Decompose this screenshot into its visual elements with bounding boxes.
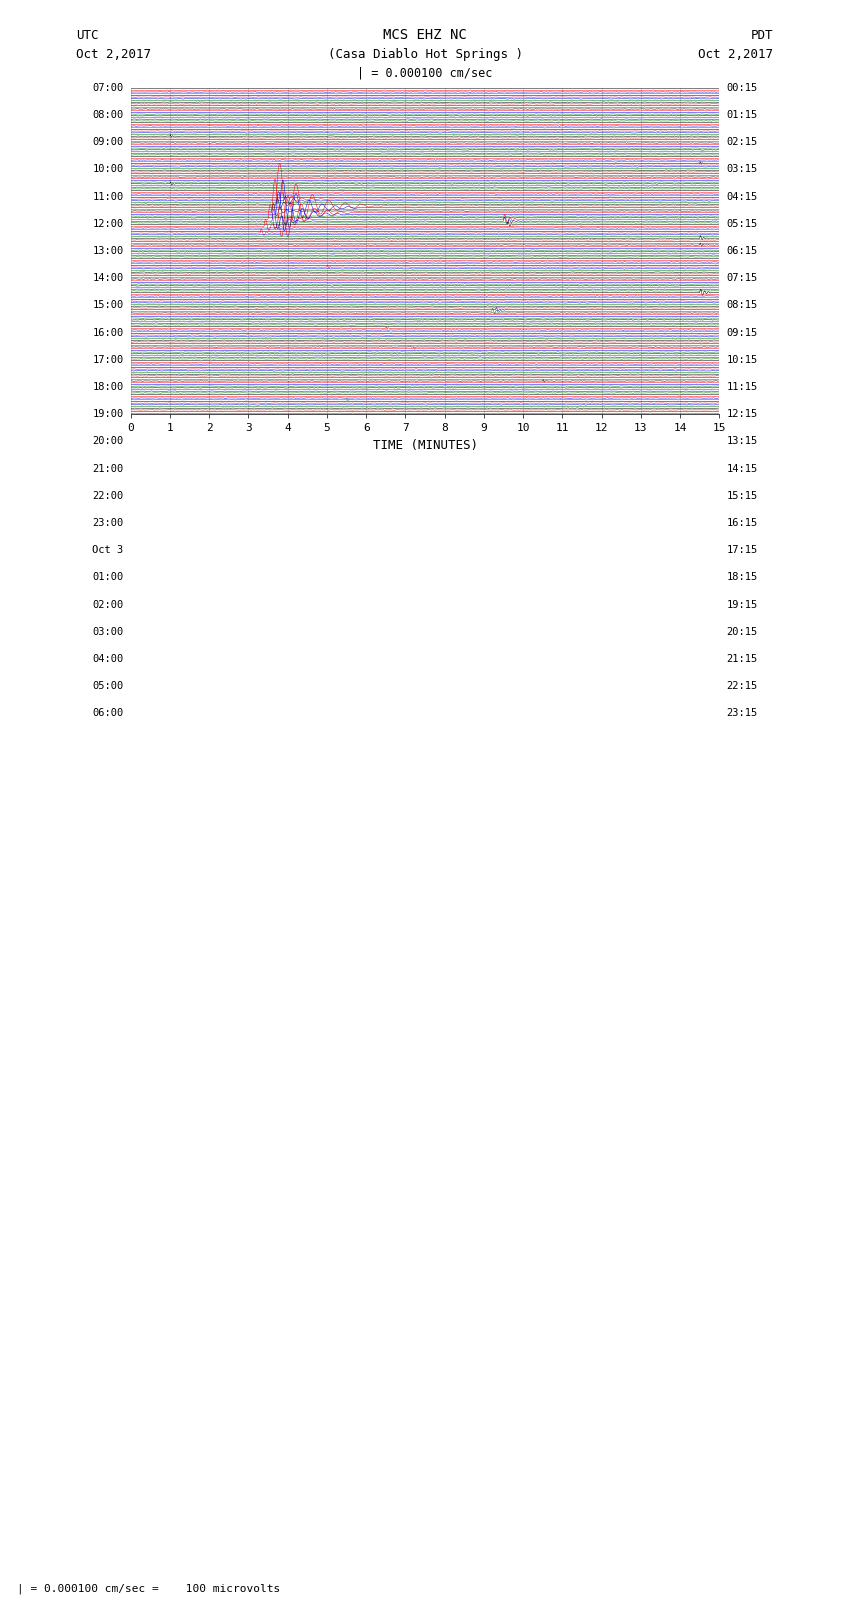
Text: 18:00: 18:00 <box>93 382 123 392</box>
Text: | = 0.000100 cm/sec: | = 0.000100 cm/sec <box>357 66 493 79</box>
Text: 22:00: 22:00 <box>93 490 123 500</box>
Text: (Casa Diablo Hot Springs ): (Casa Diablo Hot Springs ) <box>327 48 523 61</box>
Text: 12:15: 12:15 <box>727 410 757 419</box>
Text: 14:00: 14:00 <box>93 273 123 284</box>
Text: 11:15: 11:15 <box>727 382 757 392</box>
Text: 15:15: 15:15 <box>727 490 757 500</box>
Text: 09:00: 09:00 <box>93 137 123 147</box>
Text: 07:15: 07:15 <box>727 273 757 284</box>
Text: 23:00: 23:00 <box>93 518 123 527</box>
Text: 00:15: 00:15 <box>727 82 757 92</box>
Text: 15:00: 15:00 <box>93 300 123 310</box>
Text: 03:15: 03:15 <box>727 165 757 174</box>
Text: 11:00: 11:00 <box>93 192 123 202</box>
Text: 14:15: 14:15 <box>727 463 757 474</box>
Text: 05:15: 05:15 <box>727 219 757 229</box>
Text: Oct 3: Oct 3 <box>93 545 123 555</box>
Text: 16:15: 16:15 <box>727 518 757 527</box>
Text: 07:00: 07:00 <box>93 82 123 92</box>
Text: 04:00: 04:00 <box>93 653 123 665</box>
Text: 18:15: 18:15 <box>727 573 757 582</box>
Text: 02:15: 02:15 <box>727 137 757 147</box>
Text: | = 0.000100 cm/sec =    100 microvolts: | = 0.000100 cm/sec = 100 microvolts <box>17 1582 280 1594</box>
Text: 23:15: 23:15 <box>727 708 757 718</box>
Text: 08:00: 08:00 <box>93 110 123 119</box>
Text: 01:15: 01:15 <box>727 110 757 119</box>
Text: 06:00: 06:00 <box>93 708 123 718</box>
Text: 12:00: 12:00 <box>93 219 123 229</box>
Text: 05:00: 05:00 <box>93 681 123 692</box>
Text: 20:15: 20:15 <box>727 627 757 637</box>
Text: 21:15: 21:15 <box>727 653 757 665</box>
Text: 17:15: 17:15 <box>727 545 757 555</box>
Text: 01:00: 01:00 <box>93 573 123 582</box>
Text: 20:00: 20:00 <box>93 437 123 447</box>
Text: 13:00: 13:00 <box>93 245 123 256</box>
X-axis label: TIME (MINUTES): TIME (MINUTES) <box>372 439 478 452</box>
Text: 02:00: 02:00 <box>93 600 123 610</box>
Text: 17:00: 17:00 <box>93 355 123 365</box>
Text: 06:15: 06:15 <box>727 245 757 256</box>
Text: 16:00: 16:00 <box>93 327 123 337</box>
Text: Oct 2,2017: Oct 2,2017 <box>699 48 774 61</box>
Text: 10:00: 10:00 <box>93 165 123 174</box>
Text: 13:15: 13:15 <box>727 437 757 447</box>
Text: PDT: PDT <box>751 29 774 42</box>
Text: 04:15: 04:15 <box>727 192 757 202</box>
Text: MCS EHZ NC: MCS EHZ NC <box>383 27 467 42</box>
Text: 19:15: 19:15 <box>727 600 757 610</box>
Text: 08:15: 08:15 <box>727 300 757 310</box>
Text: 21:00: 21:00 <box>93 463 123 474</box>
Text: 10:15: 10:15 <box>727 355 757 365</box>
Text: 09:15: 09:15 <box>727 327 757 337</box>
Text: 22:15: 22:15 <box>727 681 757 692</box>
Text: UTC: UTC <box>76 29 99 42</box>
Text: 19:00: 19:00 <box>93 410 123 419</box>
Text: Oct 2,2017: Oct 2,2017 <box>76 48 151 61</box>
Text: 03:00: 03:00 <box>93 627 123 637</box>
